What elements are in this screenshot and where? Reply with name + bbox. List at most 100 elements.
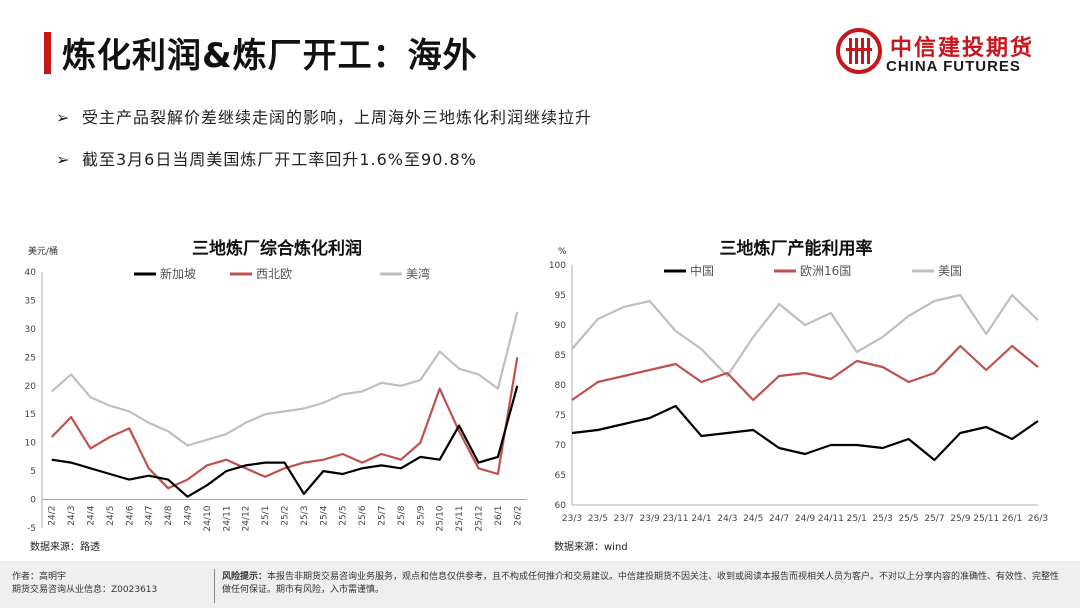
risk-text: 本报告非期货交易咨询业务服务，观点和信息仅供参考，且不构成任何推介和交易建议。中… xyxy=(222,572,1060,595)
x-tick-label: 25/12 xyxy=(475,506,485,532)
bullet-arrow-icon: ➢ xyxy=(56,150,71,169)
x-tick-label: 23/7 xyxy=(614,514,634,524)
bullet-arrow-icon: ➢ xyxy=(56,108,71,127)
bullet-text-2: 截至3月6日当周美国炼厂开工率回升1.6%至90.8% xyxy=(82,150,477,169)
chart-title: 三地炼厂综合炼化利润 xyxy=(192,238,362,259)
license-info: 期货交易咨询从业信息：Z0023613 xyxy=(12,585,158,595)
x-tick-label: 25/3 xyxy=(300,506,310,526)
x-tick-label: 24/2 xyxy=(48,506,58,526)
y-tick-label: -5 xyxy=(27,524,36,534)
y-tick-label: 95 xyxy=(555,291,566,301)
chart1-source: 数据来源：路透 xyxy=(30,542,100,553)
x-tick-label: 26/2 xyxy=(513,506,523,526)
x-tick-label: 25/9 xyxy=(950,514,970,524)
x-tick-label: 23/3 xyxy=(562,514,582,524)
x-tick-label: 24/4 xyxy=(87,505,97,525)
x-tick-label: 24/5 xyxy=(106,506,116,526)
y-tick-label: 40 xyxy=(25,268,37,278)
y-tick-label: 25 xyxy=(25,353,36,363)
x-tick-label: 25/7 xyxy=(378,506,388,526)
legend-label: 西北欧 xyxy=(256,267,292,281)
company-logo: 中信建投期货 CHINA FUTURES xyxy=(836,28,1046,78)
x-tick-label: 24/7 xyxy=(769,514,789,524)
y-tick-label: 75 xyxy=(555,411,566,421)
x-tick-label: 24/3 xyxy=(67,506,77,526)
logo-emblem-icon xyxy=(836,28,882,74)
y-tick-label: 70 xyxy=(555,441,567,451)
x-tick-label: 24/6 xyxy=(125,505,135,525)
x-tick-label: 24/8 xyxy=(164,505,174,525)
x-tick-label: 25/11 xyxy=(455,506,465,532)
series-line-1 xyxy=(50,357,519,490)
x-tick-label: 24/12 xyxy=(242,506,252,532)
x-tick-label: 25/5 xyxy=(898,514,918,524)
x-tick-label: 24/9 xyxy=(184,505,194,525)
risk-disclaimer: 风险提示：本报告非期货交易咨询业务服务，观点和信息仅供参考，且不构成任何推介和交… xyxy=(222,571,1062,597)
chart-refining-margin: 三地炼厂综合炼化利润 美元/桶 -5 0 5 10 15 20 25 30 35 40 24/2 24/3… xyxy=(22,230,532,550)
x-tick-label: 24/5 xyxy=(743,514,763,524)
logo-english-name: CHINA FUTURES xyxy=(886,58,1021,75)
x-tick-label: 24/11 xyxy=(818,514,844,524)
y-tick-label: 5 xyxy=(30,467,36,477)
page-title: 炼化利润&炼厂开工：海外 xyxy=(62,36,478,76)
x-tick-label: 26/1 xyxy=(1002,514,1022,524)
y-tick-label: 60 xyxy=(555,501,567,511)
x-tick-label: 25/3 xyxy=(873,514,893,524)
chart-title: 三地炼厂产能利用率 xyxy=(720,238,873,259)
x-tick-label: 23/11 xyxy=(663,514,689,524)
y-axis-unit: 美元/桶 xyxy=(28,245,58,257)
series-line-2 xyxy=(50,311,519,447)
bullet-text-1: 受主产品裂解价差继续走阔的影响，上周海外三地炼化利润继续拉升 xyxy=(82,108,593,127)
x-tick-label: 25/10 xyxy=(436,505,446,531)
x-tick-label: 25/2 xyxy=(281,506,291,526)
series-line-2 xyxy=(571,293,1039,378)
x-tick-label: 25/11 xyxy=(973,514,999,524)
series-line-1 xyxy=(571,344,1039,402)
y-axis-unit: % xyxy=(558,247,567,257)
x-tick-label: 24/10 xyxy=(203,505,213,531)
legend-label: 美湾 xyxy=(406,266,430,281)
y-tick-label: 10 xyxy=(25,439,37,449)
x-tick-label: 25/1 xyxy=(847,514,867,524)
y-tick-label: 100 xyxy=(549,261,566,271)
footer: 作者：高明宇 期货交易咨询从业信息：Z0023613 风险提示：本报告非期货交易… xyxy=(0,561,1080,608)
legend-label: 美国 xyxy=(938,264,962,278)
legend-label: 中国 xyxy=(690,263,714,278)
x-tick-label: 25/6 xyxy=(358,505,368,525)
x-tick-label: 24/1 xyxy=(691,514,711,524)
logo-chinese-name: 中信建投期货 xyxy=(890,36,1035,61)
y-tick-label: 30 xyxy=(25,325,37,335)
x-tick-label: 25/1 xyxy=(261,506,271,526)
x-tick-label: 24/11 xyxy=(222,506,232,532)
y-tick-label: 15 xyxy=(25,410,36,420)
y-tick-label: 35 xyxy=(25,296,36,306)
footer-divider xyxy=(214,569,215,603)
title-accent-bar xyxy=(44,32,51,74)
x-tick-label: 25/8 xyxy=(397,505,407,525)
chart-utilization-rate-svg: 三地炼厂产能利用率% 60 65 70 75 80 85 90 95 100 23/3 23/5 23/… xyxy=(549,238,1048,524)
author-name: 作者：高明宇 xyxy=(12,572,67,582)
series-line-0 xyxy=(571,404,1039,462)
chart2-source: 数据来源：wind xyxy=(554,542,628,553)
x-tick-label: 23/9 xyxy=(640,514,660,524)
risk-label: 风险提示： xyxy=(222,572,268,582)
x-tick-label: 25/5 xyxy=(339,506,349,526)
y-tick-label: 90 xyxy=(555,321,567,331)
bullet-point-2: ➢ 截至3月6日当周美国炼厂开工率回升1.6%至90.8% xyxy=(56,146,477,170)
y-tick-label: 85 xyxy=(555,351,566,361)
x-tick-label: 25/9 xyxy=(416,505,426,525)
y-tick-label: 20 xyxy=(25,382,37,392)
chart-refining-margin-svg: 三地炼厂综合炼化利润 美元/桶 -5 0 5 10 15 20 25 30 35 40 24/2 24/3… xyxy=(25,238,527,534)
x-tick-label: 25/7 xyxy=(924,514,944,524)
x-tick-label: 24/9 xyxy=(795,514,815,524)
y-tick-label: 0 xyxy=(30,496,36,506)
x-tick-label: 26/3 xyxy=(1028,514,1048,524)
x-tick-label: 24/3 xyxy=(717,514,737,524)
chart-utilization-rate: 三地炼厂产能利用率% 60 65 70 75 80 85 90 95 100 23/3 23/5 23/… xyxy=(548,230,1058,550)
y-tick-label: 80 xyxy=(555,381,567,391)
x-tick-label: 26/1 xyxy=(494,506,504,526)
x-tick-label: 24/7 xyxy=(145,506,155,526)
bullet-point-1: ➢ 受主产品裂解价差继续走阔的影响，上周海外三地炼化利润继续拉升 xyxy=(56,104,592,128)
footer-author-block: 作者：高明宇 期货交易咨询从业信息：Z0023613 xyxy=(12,571,157,597)
series-line-0 xyxy=(51,385,519,498)
